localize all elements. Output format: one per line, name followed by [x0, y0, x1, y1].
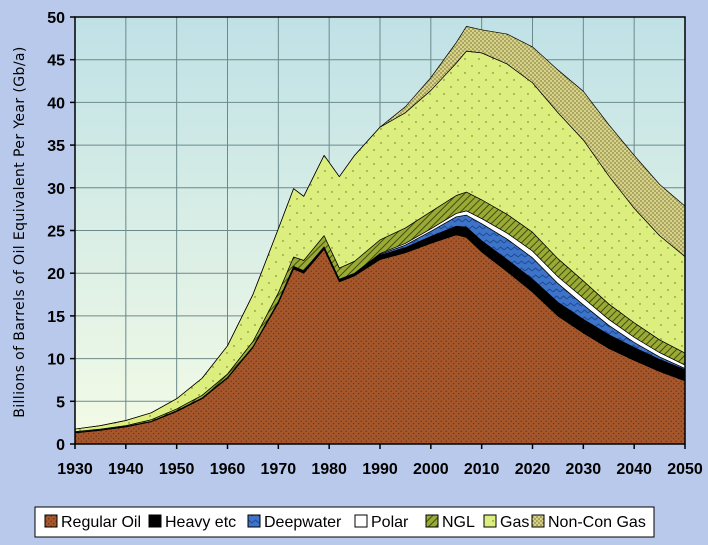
legend-label-deepwater: Deepwater — [264, 514, 342, 531]
legend-item-heavy-etc: Heavy etc — [148, 514, 236, 531]
x-tick-1930: 1930 — [57, 461, 93, 478]
x-tick-1950: 1950 — [159, 461, 195, 478]
y-tick-50: 50 — [47, 10, 65, 27]
legend-item-gas: Gas — [483, 514, 529, 531]
y-tick-20: 20 — [47, 266, 65, 283]
y-tick-5: 5 — [56, 394, 65, 411]
legend-swatch-ngl — [425, 514, 439, 528]
y-tick-15: 15 — [47, 309, 65, 326]
legend-swatch-heavy-etc — [148, 514, 162, 528]
x-tick-1980: 1980 — [311, 461, 347, 478]
legend-swatch-non-con-gas — [531, 514, 545, 528]
y-tick-30: 30 — [47, 181, 65, 198]
legend-label-polar: Polar — [371, 514, 409, 531]
y-axis: 0 5 10 15 20 25 30 35 40 45 50 — [47, 10, 75, 454]
legend-box — [34, 506, 655, 538]
legend-label-regular-oil: Regular Oil — [61, 514, 141, 531]
legend-label-ngl: NGL — [442, 514, 475, 531]
legend-item-polar: Polar — [354, 514, 409, 531]
x-tick-2030: 2030 — [566, 461, 602, 478]
x-tick-1970: 1970 — [261, 461, 297, 478]
legend-item-non-con-gas: Non-Con Gas — [531, 514, 646, 531]
x-tick-2050: 2050 — [667, 461, 703, 478]
legend-swatch-polar — [354, 514, 368, 528]
legend-label-gas: Gas — [500, 514, 529, 531]
legend-swatch-deepwater — [247, 514, 261, 528]
legend-label-non-con-gas: Non-Con Gas — [548, 514, 646, 531]
x-axis: 1930 1940 1950 1960 1970 1980 1990 2000 2010 2020… — [57, 444, 703, 478]
x-tick-1960: 1960 — [210, 461, 246, 478]
x-tick-2010: 2010 — [464, 461, 500, 478]
legend-item-deepwater: Deepwater — [247, 514, 342, 531]
legend-swatch-gas — [483, 514, 497, 528]
legend-item-regular-oil: Regular Oil — [44, 514, 141, 531]
x-tick-2020: 2020 — [515, 461, 551, 478]
x-tick-2040: 2040 — [616, 461, 652, 478]
x-tick-1940: 1940 — [108, 461, 144, 478]
y-tick-45: 45 — [47, 53, 65, 70]
x-tick-1990: 1990 — [362, 461, 398, 478]
y-tick-40: 40 — [47, 95, 65, 112]
y-tick-25: 25 — [47, 224, 65, 241]
legend-swatch-regular-oil — [44, 514, 58, 528]
legend-label-heavy-etc: Heavy etc — [165, 514, 236, 531]
legend-item-ngl: NGL — [425, 514, 475, 531]
y-tick-0: 0 — [56, 437, 65, 454]
y-tick-10: 10 — [47, 352, 65, 369]
y-axis-label: Billions of Barrels of Oil Equivalent Pe… — [12, 46, 28, 418]
legend: Regular Oil Heavy etc Deepwater Polar NGL Gas… — [44, 514, 646, 531]
y-tick-35: 35 — [47, 138, 65, 155]
x-tick-2000: 2000 — [413, 461, 449, 478]
